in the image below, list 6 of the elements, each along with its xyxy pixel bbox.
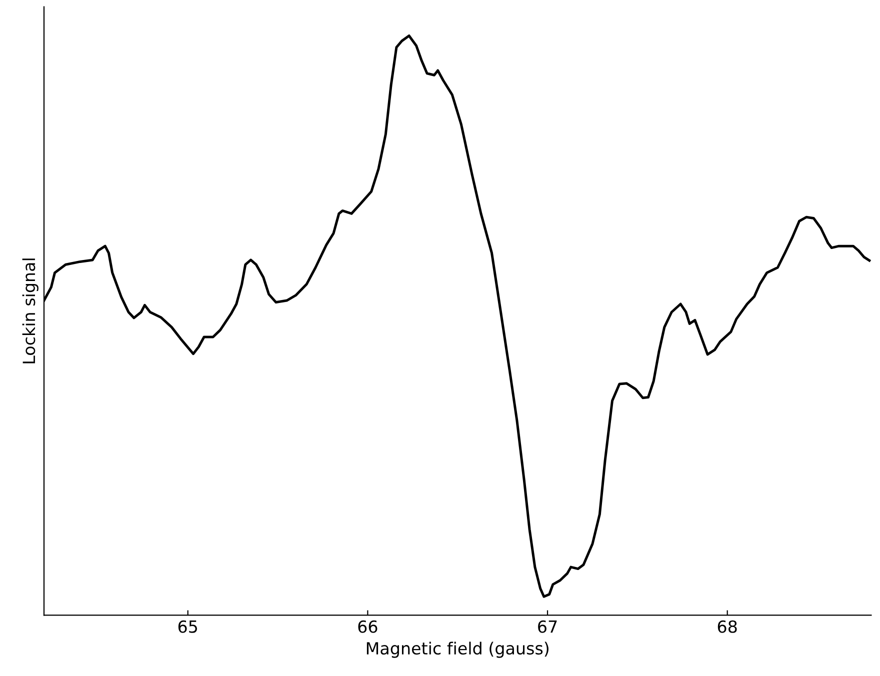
x-tick-label: 66: [358, 620, 378, 633]
y-axis-title: Lockin signal: [22, 258, 38, 364]
x-axis-title: Magnetic field (gauss): [366, 642, 548, 658]
x-tick-label: 68: [718, 620, 737, 633]
x-tick-label: 67: [538, 620, 557, 633]
x-tick-label: 65: [178, 620, 198, 633]
